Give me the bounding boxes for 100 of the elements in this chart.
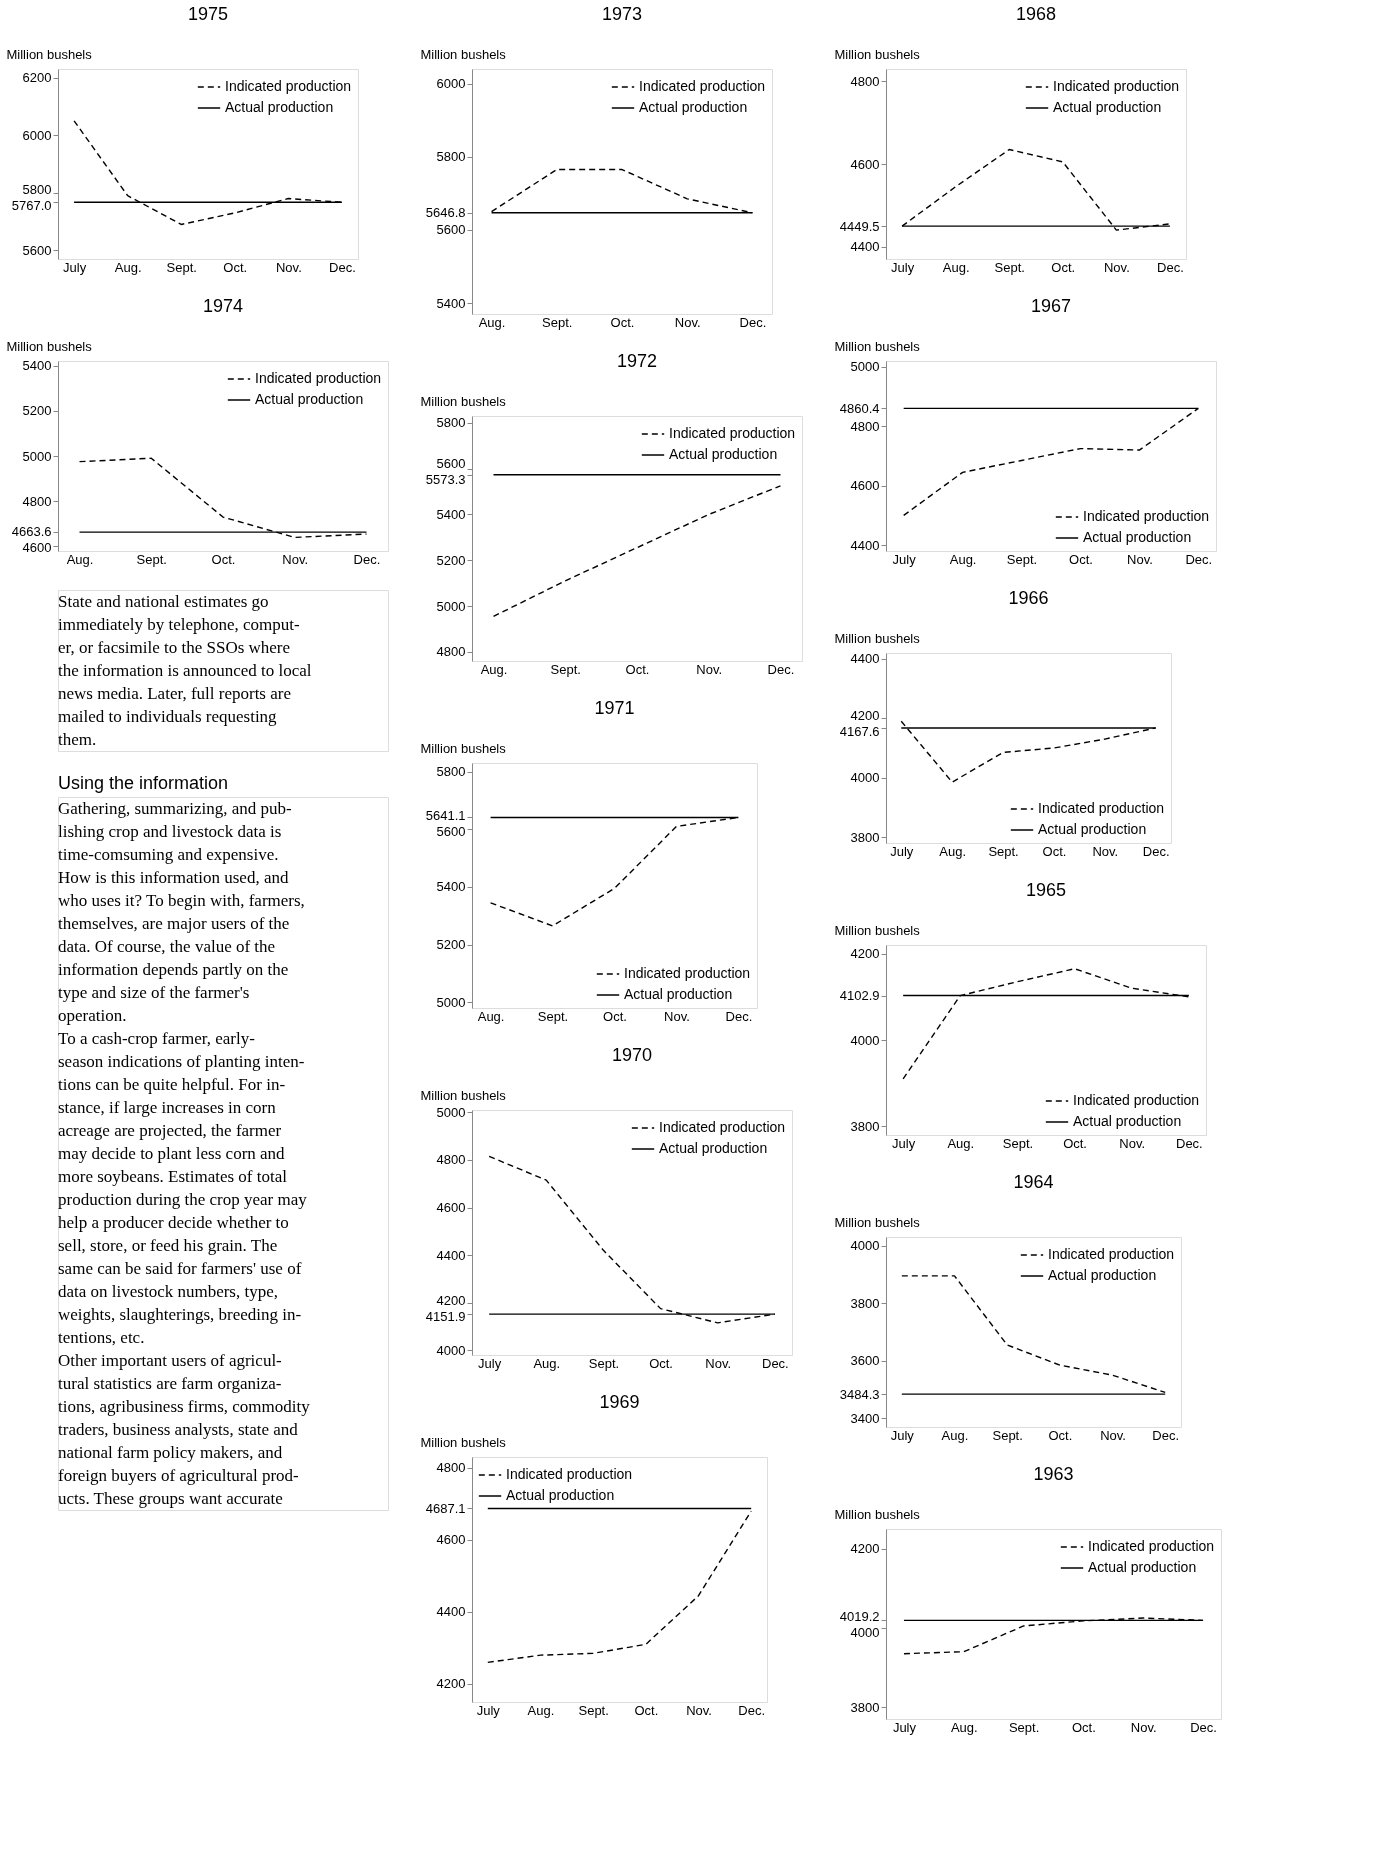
y-axis-title: Million bushels [834,922,921,938]
y-tick-label: 5800 [436,764,466,780]
y-tick-label: 5600 [436,823,466,839]
y-tick-label: 4167.6 [839,723,880,739]
y-tick-label: 6000 [436,76,466,92]
legend-label: Actual production [225,99,334,115]
text: lishing crop and livestock data is [58,821,282,841]
x-tick-label: Sept. [992,1427,1023,1443]
text: sell, store, or feed his grain. The [58,1235,278,1255]
text: stance, if large increases in corn [58,1097,277,1117]
y-tick-label: 5000 [436,598,466,614]
legend-label: Actual production [639,99,748,115]
y-tick-label: 4800 [436,644,466,660]
chart-title: 1970 [611,1045,653,1065]
chart-title: 1964 [1013,1172,1054,1192]
y-axis-title: Million bushels [834,1506,921,1522]
legend-label: Indicated production [639,78,766,94]
x-tick-label: Aug. [478,314,506,330]
text: data. Of course, the value of the [58,936,276,956]
x-tick-label: Oct. [625,661,650,677]
x-tick-label: Dec. [1157,259,1184,275]
text: tions can be quite helpful. For in- [58,1074,286,1094]
y-tick-label: 4000 [436,1342,466,1358]
y-tick-label: 4687.1 [425,1500,466,1516]
x-tick-label: Dec. [1190,1719,1217,1735]
x-tick-label: Dec. [739,314,767,330]
y-tick-label: 4800 [436,1152,466,1168]
y-tick-label: 4200 [850,946,880,962]
text: tentions, etc. [58,1327,145,1347]
x-tick-label: Sept. [550,661,581,677]
text: acreage are projected, the farmer [58,1120,282,1140]
x-tick-label: Nov. [1100,1427,1126,1443]
x-tick-label: Aug. [480,661,508,677]
legend-label: Indicated production [1038,800,1165,816]
x-tick-label: Dec. [767,661,795,677]
text: production during the crop year may [58,1189,308,1209]
x-tick-label: Sept. [542,314,573,330]
text: State and national estimates go [58,591,269,611]
x-tick-label: Sept. [166,259,197,275]
x-tick-label: Sept. [1006,551,1038,567]
text: traders, business analysts, state and [58,1419,299,1439]
x-tick-label: Dec. [353,551,381,567]
y-tick-label: 4860.4 [839,400,880,416]
text: Using the information [58,773,229,793]
x-tick-label: July [63,259,87,275]
x-tick-label: Oct. [610,314,635,330]
y-axis-title: Million bushels [834,1214,921,1230]
chart-title: 1966 [1008,588,1049,608]
x-tick-label: Aug. [942,259,970,275]
text: To a cash-crop farmer, early- [58,1028,256,1048]
y-tick-label: 4019.2 [839,1608,880,1624]
x-tick-label: Oct. [1069,551,1093,567]
x-tick-label: Dec. [738,1702,766,1718]
chart-title: 1971 [594,698,635,718]
text: weights, slaughterings, breeding in- [58,1304,302,1324]
y-tick-label: 6200 [22,70,52,86]
x-tick-label: July [476,1702,501,1718]
legend-label: Actual production [506,1487,615,1503]
x-tick-label: Oct. [1051,259,1076,275]
x-tick-label: Nov. [664,1008,690,1024]
chart-title: 1967 [1030,296,1072,316]
y-tick-label: 4800 [436,1460,466,1476]
y-tick-label: 3800 [850,1118,880,1134]
x-tick-label: Nov. [282,551,309,567]
y-tick-label: 5000 [436,1104,466,1120]
x-tick-label: Sept. [537,1008,569,1024]
x-tick-label: July [892,551,917,567]
x-tick-label: Nov. [686,1702,712,1718]
x-tick-label: Oct. [1048,1427,1073,1443]
y-axis-title: Million bushels [834,338,921,354]
text: foreign buyers of agricultural prod- [58,1465,300,1485]
y-axis-title: Million bushels [420,393,507,409]
y-tick-label: 3484.3 [839,1386,880,1402]
legend-label: Actual production [1048,1267,1157,1283]
y-tick-label: 5800 [436,415,466,431]
y-tick-label: 5600 [436,456,466,472]
legend-label: Actual production [624,986,733,1002]
legend-label: Indicated production [1073,1092,1200,1108]
y-tick-label: 3800 [850,829,880,845]
x-tick-label: July [478,1355,502,1371]
text: tural statistics are farm organiza- [58,1373,282,1393]
x-tick-label: Sept. [136,551,167,567]
x-tick-label: July [891,259,915,275]
x-tick-label: Nov. [1092,843,1119,859]
y-tick-label: 5641.1 [425,807,466,823]
x-tick-label: Dec. [1142,843,1170,859]
legend-label: Indicated production [624,965,751,981]
y-tick-label: 4400 [436,1604,466,1620]
x-tick-label: Nov. [696,661,723,677]
x-tick-label: Aug. [941,1427,969,1443]
x-tick-label: July [892,1135,916,1151]
text: who uses it? To begin with, farmers, [58,890,305,910]
legend-label: Actual production [255,391,364,407]
x-tick-label: Nov. [1130,1719,1157,1735]
text: same can be said for farmers' use of [58,1258,302,1278]
legend-label: Actual production [1073,1113,1182,1129]
text: mailed to individuals requesting [58,706,278,726]
x-tick-label: Sept. [588,1355,620,1371]
chart-title: 1965 [1025,880,1067,900]
y-tick-label: 4600 [436,1532,466,1548]
